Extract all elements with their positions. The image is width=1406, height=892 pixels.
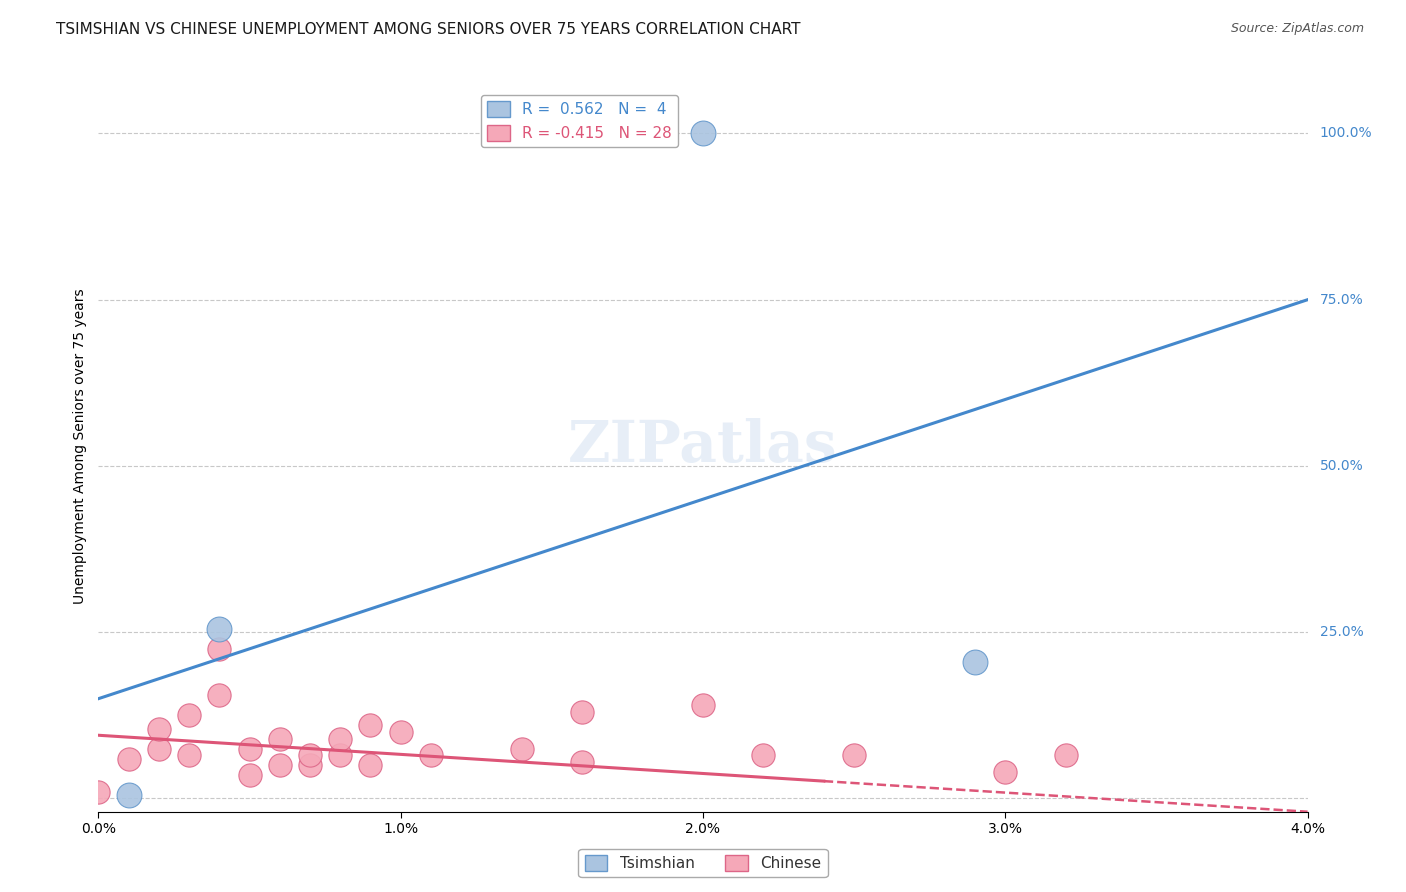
Point <box>148 722 170 736</box>
Text: ZIPatlas: ZIPatlas <box>568 418 838 474</box>
Point <box>118 751 141 765</box>
Point <box>965 655 987 669</box>
Text: 50.0%: 50.0% <box>1320 459 1364 473</box>
Point <box>329 731 352 746</box>
Point <box>179 708 201 723</box>
Point <box>510 741 533 756</box>
Point <box>179 748 201 763</box>
Point <box>299 748 322 763</box>
Point <box>1054 748 1077 763</box>
Point <box>692 698 714 713</box>
Y-axis label: Unemployment Among Seniors over 75 years: Unemployment Among Seniors over 75 years <box>73 288 87 604</box>
Point <box>359 718 381 732</box>
Point <box>844 748 866 763</box>
Point <box>208 689 231 703</box>
Point <box>389 725 412 739</box>
Point <box>239 741 262 756</box>
Point <box>419 748 441 763</box>
Text: TSIMSHIAN VS CHINESE UNEMPLOYMENT AMONG SENIORS OVER 75 YEARS CORRELATION CHART: TSIMSHIAN VS CHINESE UNEMPLOYMENT AMONG … <box>56 22 801 37</box>
Text: 75.0%: 75.0% <box>1320 293 1364 307</box>
Point <box>148 741 170 756</box>
Point <box>87 785 110 799</box>
Legend: Tsimshian, Chinese: Tsimshian, Chinese <box>578 849 828 877</box>
Point <box>359 758 381 772</box>
Point <box>329 748 352 763</box>
Point <box>269 731 291 746</box>
Point <box>299 758 322 772</box>
Point <box>994 764 1017 779</box>
Point <box>269 758 291 772</box>
Point <box>571 705 593 719</box>
Point <box>208 641 231 656</box>
Point <box>692 127 714 141</box>
Text: Source: ZipAtlas.com: Source: ZipAtlas.com <box>1230 22 1364 36</box>
Point <box>571 755 593 769</box>
Text: 25.0%: 25.0% <box>1320 625 1364 640</box>
Point <box>118 788 141 802</box>
Text: 100.0%: 100.0% <box>1320 127 1372 140</box>
Point <box>208 622 231 636</box>
Point <box>752 748 775 763</box>
Point <box>239 768 262 782</box>
